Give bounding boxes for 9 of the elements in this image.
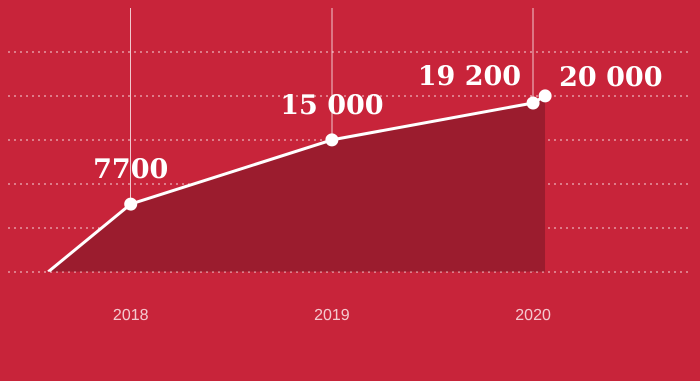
data-label: 19 200 [418,60,522,92]
point [124,198,138,211]
x-tick-label: 2018 [112,306,149,324]
x-tick-label: 2019 [314,306,350,324]
point [325,133,338,146]
point [526,96,540,110]
point [538,89,552,102]
data-label: 20 000 [559,62,662,93]
x-tick-label: 2020 [515,306,551,324]
